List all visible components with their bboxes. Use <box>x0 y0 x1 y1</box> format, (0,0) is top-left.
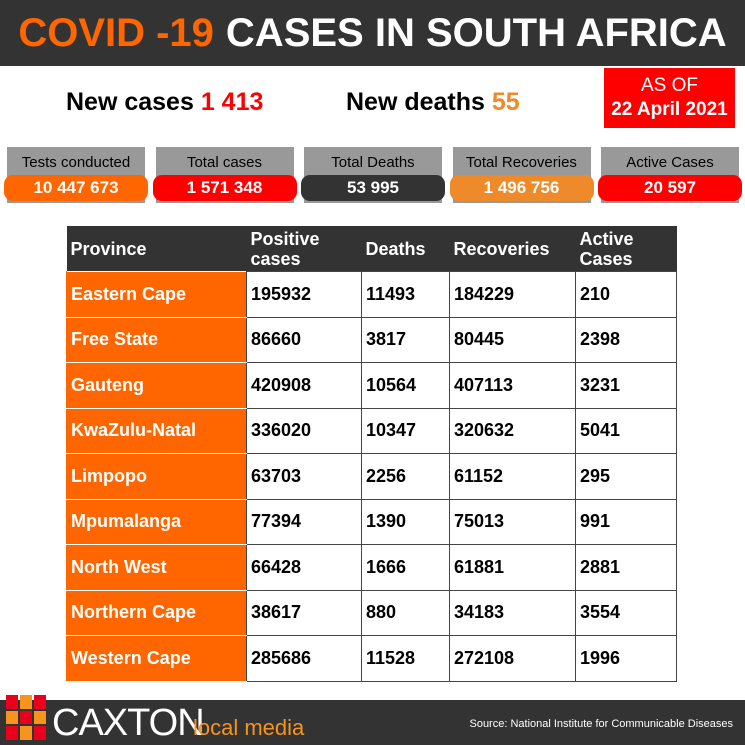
cell-value: 295 <box>575 453 677 500</box>
brand-name: CAXTON <box>52 702 205 744</box>
cell-value: 991 <box>575 498 677 545</box>
cell-value: 2256 <box>361 453 450 500</box>
cell-value: 77394 <box>246 498 362 545</box>
title-covid: COVID -19 <box>18 10 214 55</box>
cell-value: 80445 <box>449 316 576 363</box>
title-rest: CASES IN SOUTH AFRICA <box>225 10 727 55</box>
col-deaths: Deaths <box>361 226 450 272</box>
new-deaths-label: New deaths <box>346 88 485 116</box>
table-row: Western Cape 285686 11528 272108 1996 <box>66 635 677 682</box>
cell-value: 2881 <box>575 544 677 591</box>
cell-value: 320632 <box>449 407 576 454</box>
cell-value: 5041 <box>575 407 677 454</box>
cell-value: 184229 <box>449 271 576 318</box>
stat-value: 20 597 <box>598 175 742 201</box>
province-name: KwaZulu-Natal <box>66 407 247 454</box>
cell-value: 3554 <box>575 589 677 636</box>
caxton-logo-icon <box>6 695 46 740</box>
cell-value: 86660 <box>246 316 362 363</box>
stat-card: Total cases 1 571 348 <box>152 147 297 203</box>
stat-label: Total Recoveries <box>466 154 577 171</box>
source-text: Source: National Institute for Communica… <box>469 718 733 730</box>
stat-value: 10 447 673 <box>4 175 148 201</box>
footer-bar <box>0 700 745 745</box>
province-name: Free State <box>66 316 247 363</box>
as-of-date: 22 April 2021 <box>611 99 728 120</box>
cell-value: 210 <box>575 271 677 318</box>
stat-label: Total Deaths <box>331 154 415 171</box>
cell-value: 75013 <box>449 498 576 545</box>
table-row: Eastern Cape 195932 11493 184229 210 <box>66 271 677 318</box>
province-name: North West <box>66 544 247 591</box>
cell-value: 66428 <box>246 544 362 591</box>
province-name: Western Cape <box>66 635 247 682</box>
stat-card: Total Recoveries 1 496 756 <box>449 147 594 203</box>
cell-value: 3817 <box>361 316 450 363</box>
cell-value: 407113 <box>449 362 576 409</box>
as-of-badge: AS OF 22 April 2021 <box>604 68 735 128</box>
new-cases: New cases 1 413 <box>66 88 263 117</box>
stat-label: Active Cases <box>626 154 714 171</box>
stat-card: Tests conducted 10 447 673 <box>4 147 148 203</box>
table-row: Free State 86660 3817 80445 2398 <box>66 316 677 363</box>
cell-value: 11528 <box>361 635 450 682</box>
cell-value: 3231 <box>575 362 677 409</box>
province-name: Eastern Cape <box>66 271 247 318</box>
page-title: COVID -19 CASES IN SOUTH AFRICA <box>0 0 745 66</box>
cell-value: 63703 <box>246 453 362 500</box>
stat-value: 1 496 756 <box>449 175 594 201</box>
cell-value: 420908 <box>246 362 362 409</box>
cell-value: 10564 <box>361 362 450 409</box>
new-cases-value: 1 413 <box>200 88 264 116</box>
province-name: Gauteng <box>66 362 247 409</box>
table-row: North West 66428 1666 61881 2881 <box>66 544 677 591</box>
table-row: KwaZulu-Natal 336020 10347 320632 5041 <box>66 407 677 454</box>
province-table: Province Positive cases Deaths Recoverie… <box>66 226 677 682</box>
province-name: Northern Cape <box>66 589 247 636</box>
stat-label: Tests conducted <box>21 154 131 171</box>
col-positive: Positive cases <box>246 226 362 272</box>
cell-value: 272108 <box>449 635 576 682</box>
cell-value: 195932 <box>246 271 362 318</box>
stat-card: Total Deaths 53 995 <box>301 147 445 203</box>
cell-value: 34183 <box>449 589 576 636</box>
table-row: Gauteng 420908 10564 407113 3231 <box>66 362 677 409</box>
new-cases-label: New cases <box>66 88 194 116</box>
as-of-label: AS OF <box>640 75 698 96</box>
cell-value: 285686 <box>246 635 362 682</box>
province-name: Limpopo <box>66 453 247 500</box>
brand-sub: local media <box>193 715 305 740</box>
table-row: Mpumalanga 77394 1390 75013 991 <box>66 498 677 545</box>
cell-value: 61152 <box>449 453 576 500</box>
col-province: Province <box>66 226 247 272</box>
province-name: Mpumalanga <box>66 498 247 545</box>
table-row: Northern Cape 38617 880 34183 3554 <box>66 589 677 636</box>
stat-label: Total cases <box>186 154 263 171</box>
stat-value: 1 571 348 <box>152 175 297 201</box>
cell-value: 1666 <box>361 544 450 591</box>
stat-value: 53 995 <box>301 175 445 201</box>
cell-value: 1390 <box>361 498 450 545</box>
cell-value: 880 <box>361 589 450 636</box>
cell-value: 11493 <box>361 271 450 318</box>
cell-value: 2398 <box>575 316 677 363</box>
cell-value: 10347 <box>361 407 450 454</box>
cell-value: 336020 <box>246 407 362 454</box>
new-deaths: New deaths 55 <box>346 88 520 117</box>
table-row: Limpopo 63703 2256 61152 295 <box>66 453 677 500</box>
col-recoveries: Recoveries <box>449 226 576 272</box>
new-deaths-value: 55 <box>491 88 520 116</box>
stat-card: Active Cases 20 597 <box>598 147 742 203</box>
cell-value: 38617 <box>246 589 362 636</box>
col-active: Active Cases <box>575 226 677 272</box>
cell-value: 1996 <box>575 635 677 682</box>
cell-value: 61881 <box>449 544 576 591</box>
